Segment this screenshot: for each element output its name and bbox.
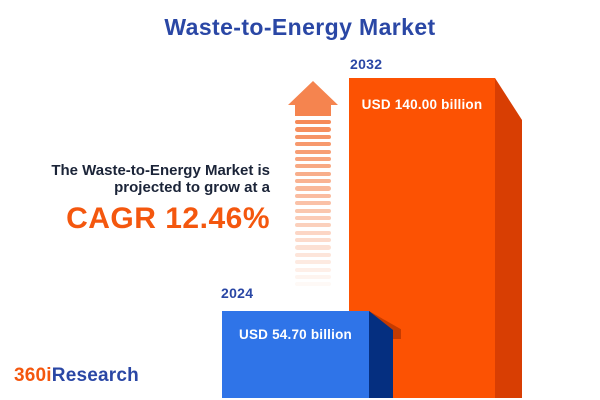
arrow-stripe xyxy=(295,142,331,147)
bar-2032-side xyxy=(495,78,522,398)
arrow-stripe xyxy=(295,260,331,265)
arrow-stripe xyxy=(295,230,331,235)
year-label-2032: 2032 xyxy=(350,56,383,72)
logo-prefix: 360i xyxy=(14,365,52,386)
arrow-stripe xyxy=(295,201,331,206)
arrow-stripe xyxy=(295,223,331,228)
arrow-stripe xyxy=(295,208,331,213)
bar-2024-face xyxy=(222,311,369,398)
arrow-stripe xyxy=(295,186,331,191)
growth-arrow xyxy=(288,81,338,296)
year-label-2024: 2024 xyxy=(221,285,254,301)
brand-logo: 360iResearch xyxy=(14,365,139,387)
arrow-stripe xyxy=(295,120,331,125)
arrow-stripe xyxy=(295,179,331,184)
description-line-1: The Waste-to-Energy Market is xyxy=(51,162,270,179)
arrow-stripe xyxy=(295,238,331,243)
arrow-stripe xyxy=(295,156,331,162)
arrow-stripe xyxy=(295,245,331,250)
arrow-stripe xyxy=(295,252,331,257)
arrow-up-icon xyxy=(288,81,338,116)
arrow-stripe xyxy=(295,164,331,169)
arrow-stripe xyxy=(295,171,331,176)
cagr-text: CAGR 12.46% xyxy=(66,202,270,235)
arrow-stripe xyxy=(295,193,331,198)
value-label-2032: USD 140.00 billion xyxy=(361,97,483,112)
arrow-stripe xyxy=(295,274,331,280)
arrow-stripe xyxy=(295,267,331,272)
arrow-stripes xyxy=(295,120,331,290)
value-label-2024: USD 54.70 billion xyxy=(239,327,352,342)
arrow-stripe xyxy=(295,127,331,132)
description-block: The Waste-to-Energy Market is projected … xyxy=(51,162,270,236)
logo-suffix: Research xyxy=(51,365,139,386)
arrow-stripe xyxy=(295,282,331,287)
arrow-stripe xyxy=(295,134,331,139)
arrow-stripe xyxy=(295,149,331,154)
arrow-stripe xyxy=(295,215,331,221)
page-title: Waste-to-Energy Market xyxy=(164,14,436,40)
description-line-2: projected to grow at a xyxy=(114,178,270,196)
